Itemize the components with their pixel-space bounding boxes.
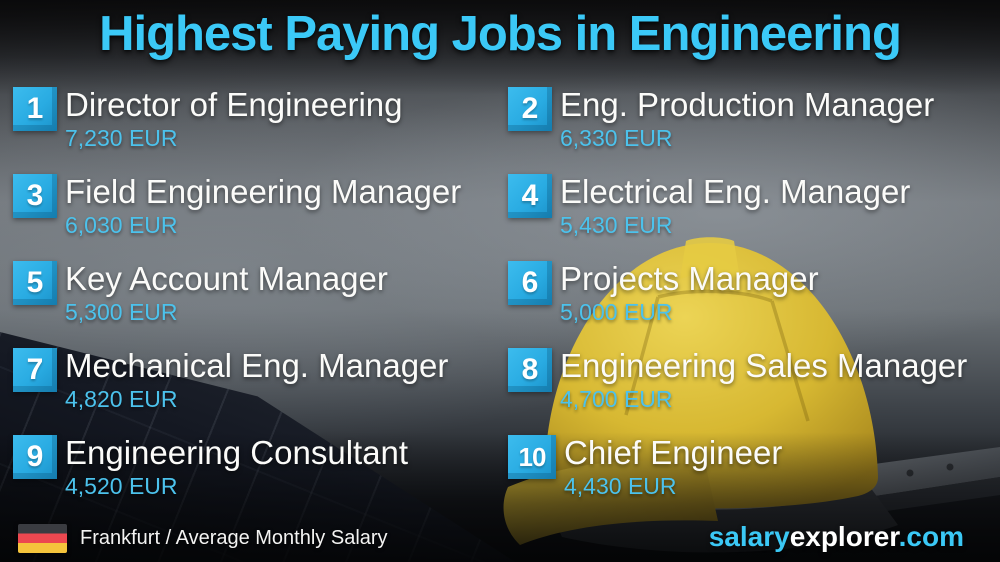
salary-value: 6,030 EUR — [65, 212, 178, 239]
list-item-10: 10 Chief Engineer 4,430 EUR — [508, 434, 783, 500]
rank-badge: 4 — [508, 174, 552, 218]
rank-badge: 1 — [13, 87, 57, 131]
job-title: Eng. Production Manager — [560, 86, 935, 123]
list-item-2: 2 Eng. Production Manager 6,330 EUR — [508, 86, 935, 152]
rank-badge: 10 — [508, 435, 556, 479]
job-title: Engineering Sales Manager — [560, 347, 968, 384]
bottom-shade-overlay — [0, 432, 1000, 562]
list-item-1: 1 Director of Engineering 7,230 EUR — [13, 86, 403, 152]
salary-value: 4,430 EUR — [564, 473, 677, 500]
rank-number: 7 — [26, 353, 44, 386]
job-title: Projects Manager — [560, 260, 819, 297]
page-title: Highest Paying Jobs in Engineering — [99, 7, 902, 61]
helmet-ridge-shape — [680, 237, 740, 279]
rank-badge: 6 — [508, 261, 552, 305]
brand-part-com: .com — [898, 521, 964, 552]
brand-part-explorer: explorer — [789, 521, 899, 552]
brand-part-salary: salary — [708, 521, 790, 552]
germany-flag-icon — [18, 524, 67, 553]
salary-value: 6,330 EUR — [560, 125, 673, 152]
list-item-8: 8 Engineering Sales Manager 4,700 EUR — [508, 347, 968, 413]
rank-badge: 3 — [13, 174, 57, 218]
rank-badge: 2 — [508, 87, 552, 131]
list-item-9: 9 Engineering Consultant 4,520 EUR — [13, 434, 409, 500]
job-title: Director of Engineering — [65, 86, 403, 123]
salary-value: 5,300 EUR — [65, 299, 178, 326]
job-title: Chief Engineer — [564, 434, 783, 471]
rank-number: 2 — [521, 92, 539, 125]
location-caption: Frankfurt / Average Monthly Salary — [80, 527, 388, 549]
salary-value: 5,000 EUR — [560, 299, 673, 326]
rank-number: 4 — [521, 179, 539, 212]
salary-value: 4,700 EUR — [560, 386, 673, 413]
rank-number: 6 — [521, 266, 539, 299]
top-shade-overlay — [0, 0, 1000, 95]
list-item-7: 7 Mechanical Eng. Manager 4,820 EUR — [13, 347, 449, 413]
job-title: Mechanical Eng. Manager — [65, 347, 449, 384]
job-title: Electrical Eng. Manager — [560, 173, 911, 210]
salary-value: 7,230 EUR — [65, 125, 178, 152]
salary-value: 4,820 EUR — [65, 386, 178, 413]
rank-badge: 8 — [508, 348, 552, 392]
job-title: Field Engineering Manager — [65, 173, 462, 210]
rank-number: 9 — [26, 440, 44, 473]
rank-number: 3 — [26, 179, 44, 212]
helmet-panel-lines — [624, 289, 810, 422]
job-title: Key Account Manager — [65, 260, 388, 297]
rank-number: 1 — [26, 92, 44, 125]
rank-number: 10 — [518, 441, 547, 472]
salary-value: 5,430 EUR — [560, 212, 673, 239]
job-title: Engineering Consultant — [65, 434, 409, 471]
rank-badge: 5 — [13, 261, 57, 305]
list-item-3: 3 Field Engineering Manager 6,030 EUR — [13, 173, 462, 239]
brand-watermark: salaryexplorer.com — [709, 521, 964, 553]
salary-value: 4,520 EUR — [65, 473, 178, 500]
list-item-6: 6 Projects Manager 5,000 EUR — [508, 260, 819, 326]
list-item-4: 4 Electrical Eng. Manager 5,430 EUR — [508, 173, 911, 239]
rank-number: 5 — [26, 266, 44, 299]
rank-number: 8 — [521, 353, 539, 386]
list-item-5: 5 Key Account Manager 5,300 EUR — [13, 260, 388, 326]
rank-badge: 9 — [13, 435, 57, 479]
rank-badge: 7 — [13, 348, 57, 392]
